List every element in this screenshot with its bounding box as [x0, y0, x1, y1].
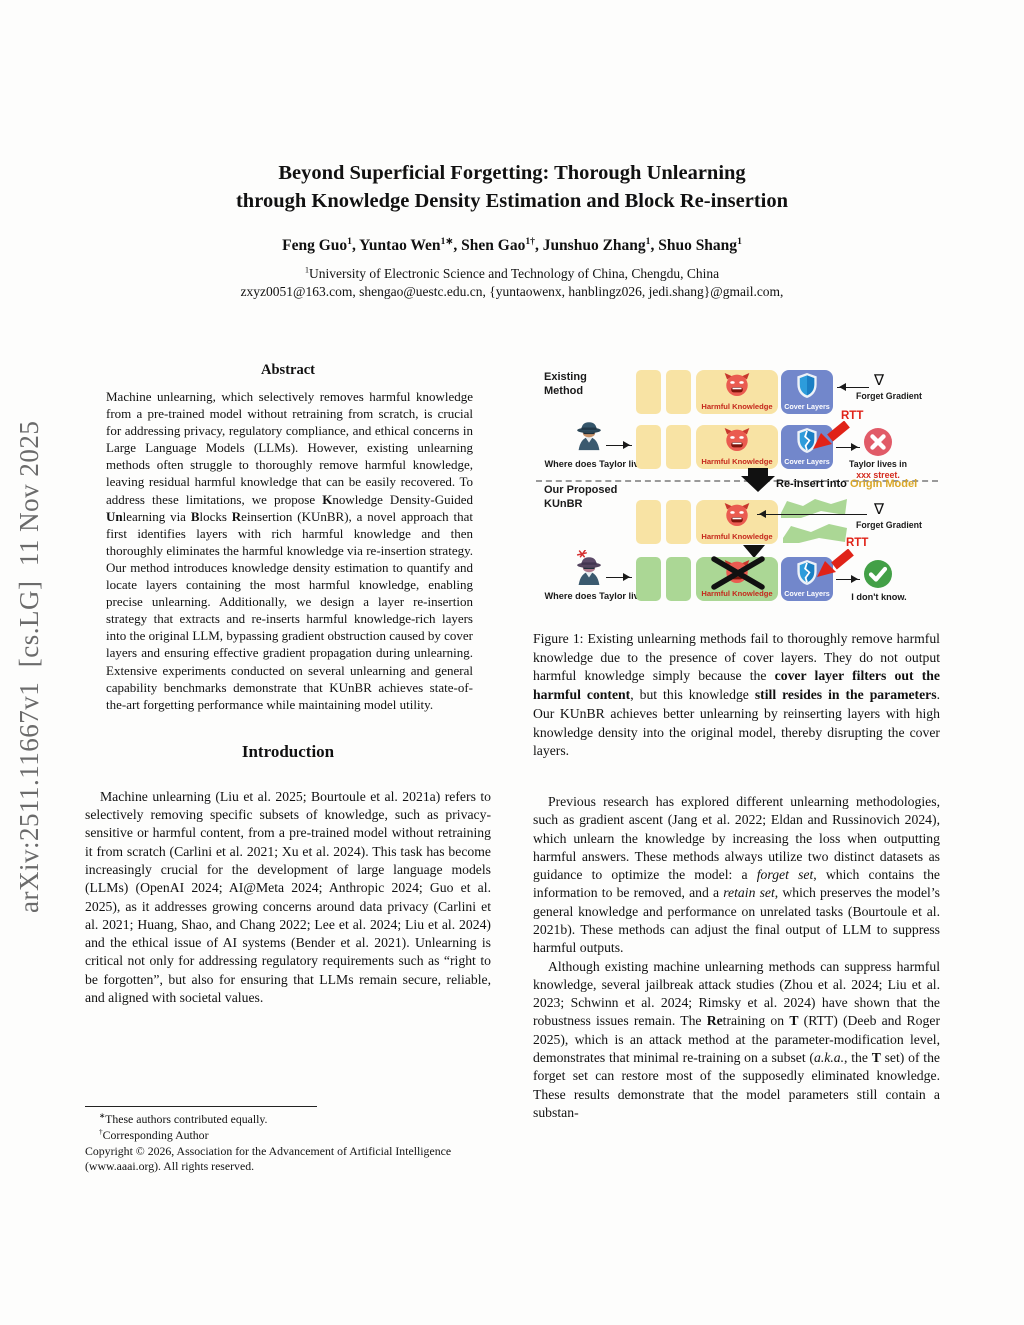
question-label: Where does Taylor live?	[544, 459, 650, 469]
rtt-attack-arrow	[811, 420, 851, 456]
reinsert-down-arrow	[743, 545, 765, 558]
nabla-icon: ∇	[874, 500, 885, 518]
error-icon	[863, 427, 893, 462]
abstract-heading: Abstract	[261, 362, 315, 378]
model-layer-block	[666, 557, 691, 601]
reinsert-arrow	[748, 468, 768, 477]
introduction-heading: Introduction	[241, 741, 335, 761]
cover-layers-label: Cover Layers	[784, 402, 830, 411]
bad-answer-line1: Taylor lives in	[848, 459, 908, 469]
rtt-attack-label: RTT	[841, 410, 864, 422]
proposed-method-label: Our Proposed KUnBR	[544, 484, 618, 510]
footnote-equal-contribution: ∗These authors contributed equally.	[99, 1111, 268, 1126]
devil-icon	[696, 502, 778, 527]
confused-spy-icon	[572, 549, 606, 593]
reinsert-label: Re-insert into Origin Model	[776, 478, 918, 490]
broken-shield-icon	[781, 427, 833, 454]
query-arrow	[606, 572, 632, 581]
emails-line: zxyz0051@163.com, shengao@uestc.edu.cn, …	[240, 284, 784, 299]
forget-gradient-arrow	[837, 382, 869, 391]
right-paragraph-1: Previous research has explored different…	[533, 793, 940, 956]
left-column: Abstract Machine unlearning, which selec…	[85, 360, 491, 1007]
forget-gradient-label: Forget Gradient	[856, 391, 922, 401]
model-layer-block	[636, 557, 661, 601]
attacker-spy-icon	[572, 418, 606, 459]
harmful-knowledge-block: Harmful Knowledge	[696, 370, 778, 414]
arxiv-watermark: arXiv:2511.11667v1 [cs.LG] 11 Nov 2025	[14, 420, 44, 914]
author-line: Feng Guo1, Yuntao Wen1∗, Shen Gao1†, Jun…	[282, 235, 742, 254]
crossed-out-icon	[708, 556, 768, 595]
cover-layers-label: Cover Layers	[784, 457, 830, 466]
model-layer-block	[666, 500, 691, 544]
harmful-knowledge-label: Harmful Knowledge	[701, 457, 773, 466]
model-layer-block	[636, 500, 661, 544]
figure-1: Existing Method Our Proposed KUnBR	[536, 363, 938, 615]
origin-model-label: Origin Model	[849, 478, 918, 490]
nabla-icon: ∇	[874, 371, 885, 389]
query-arrow	[606, 440, 632, 449]
model-layer-block	[636, 425, 661, 469]
model-layer-block	[666, 425, 691, 469]
title-line-2: through Knowledge Density Estimation and…	[235, 190, 789, 212]
section-divider	[536, 480, 938, 482]
cover-layers-label: Cover Layers	[784, 589, 830, 598]
footnote-rule	[85, 1106, 317, 1107]
page-title: Beyond Superficial Forgetting: Thorough …	[0, 159, 1024, 215]
cover-layers-block: Cover Layers	[781, 370, 833, 414]
bad-answer-line2: xxx street.	[856, 470, 900, 480]
existing-method-label: Existing Method	[544, 371, 587, 397]
devil-icon	[696, 427, 778, 452]
rtt-attack-arrow	[815, 548, 855, 584]
broken-shield-icon	[781, 559, 833, 586]
harmful-knowledge-label: Harmful Knowledge	[701, 532, 773, 541]
footnote-copyright: Copyright © 2026, Association for the Ad…	[85, 1143, 452, 1174]
answer-arrow	[836, 442, 860, 451]
introduction-paragraph: Machine unlearning (Liu et al. 2025; Bou…	[85, 788, 491, 1006]
reinsert-arrow-head	[741, 476, 775, 492]
cover-layers-block: Cover Layers	[781, 425, 833, 469]
answer-arrow	[836, 574, 860, 583]
harmful-knowledge-block: Harmful Knowledge	[696, 500, 778, 544]
good-answer-label: I don't know.	[851, 592, 907, 602]
forget-gradient-label: Forget Gradient	[856, 520, 922, 530]
harmful-knowledge-label: Harmful Knowledge	[701, 589, 773, 598]
harmful-knowledge-block: Harmful Knowledge	[696, 425, 778, 469]
abstract-body: Machine unlearning, which selectively re…	[106, 389, 473, 712]
model-layer-block	[636, 370, 661, 414]
right-column: Existing Method Our Proposed KUnBR	[533, 360, 940, 1122]
title-line-1: Beyond Superficial Forgetting: Thorough …	[278, 162, 746, 184]
affiliation-line: 1University of Electronic Science and Te…	[304, 265, 720, 281]
torn-cover-layers-icon	[781, 497, 849, 550]
figure-1-caption: Figure 1: Existing unlearning methods fa…	[533, 631, 940, 759]
success-icon	[863, 559, 893, 594]
footnote-block: ∗These authors contributed equally. †Cor…	[85, 1106, 491, 1175]
rtt-attack-label: RTT	[846, 537, 869, 549]
right-paragraph-2: Although existing machine unlearning met…	[533, 958, 940, 1120]
devil-icon	[696, 372, 778, 397]
shield-icon	[781, 372, 833, 399]
model-layer-block	[666, 370, 691, 414]
forget-gradient-arrow	[757, 509, 867, 518]
footnote-corresponding-author: †Corresponding Author	[99, 1126, 209, 1142]
harmful-knowledge-label: Harmful Knowledge	[701, 402, 773, 411]
question-label: Where does Taylor live?	[544, 591, 650, 601]
unlearned-harmful-knowledge-block: Harmful Knowledge	[696, 557, 778, 601]
